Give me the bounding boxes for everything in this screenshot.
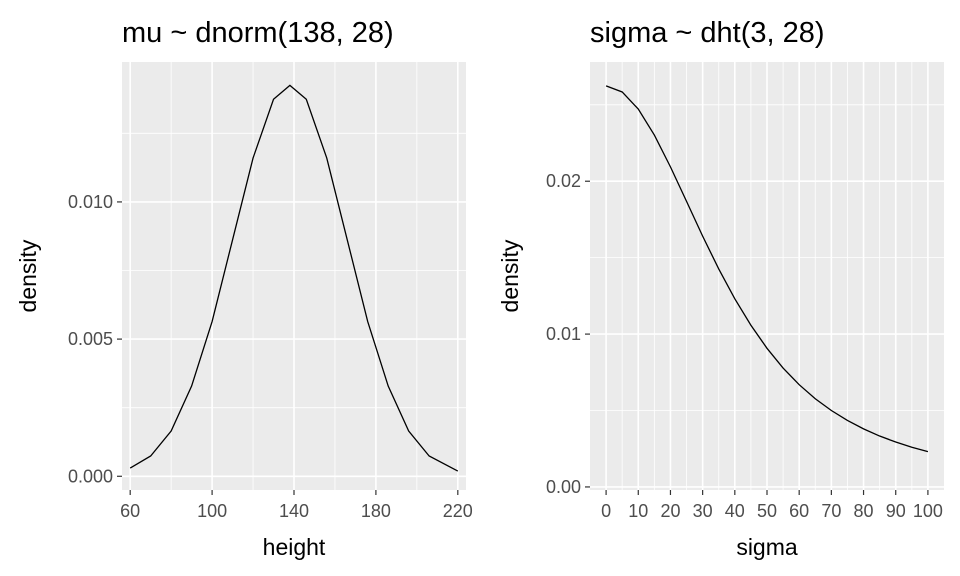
chart-sigma-prior: 0 10 20 30 40 50 60 70 80 90 100 0.00 0.01 0.02 sigma …: [497, 17, 944, 560]
x-tick-label: 40: [725, 501, 745, 521]
x-tick-label: 100: [913, 501, 943, 521]
y-tick-label: 0.010: [68, 192, 113, 212]
x-tick-label: 80: [854, 501, 874, 521]
x-tick-label: 10: [628, 501, 648, 521]
x-tick-label: 90: [886, 501, 906, 521]
density-curve: [129, 84, 459, 472]
chart-title: mu ~ dnorm(138, 28): [122, 17, 394, 49]
x-axis-title: sigma: [736, 534, 798, 560]
y-tick-label: 0.000: [68, 466, 113, 486]
x-axis-title: height: [263, 534, 326, 560]
y-tick-label: 0.005: [68, 329, 113, 349]
chart-title: sigma ~ dht(3, 28): [590, 17, 825, 49]
x-tick-label: 70: [821, 501, 841, 521]
x-tick-label: 30: [693, 501, 713, 521]
x-tick-label: 140: [279, 501, 309, 521]
x-tick-label: 180: [361, 501, 391, 521]
x-tick-label: 220: [443, 501, 473, 521]
y-axis-title: density: [497, 239, 523, 312]
y-tick-label: 0.01: [546, 324, 581, 344]
chart-mu-prior: 60 100 140 180 220 0.000 0.005 0.010 mu ~ dnorm(…: [15, 17, 473, 560]
x-tick-label: 0: [601, 501, 611, 521]
y-axis-title: density: [15, 239, 41, 312]
x-tick-label: 100: [197, 501, 227, 521]
x-tick-label: 20: [660, 501, 680, 521]
y-tick-label: 0.00: [546, 477, 581, 497]
x-tick-label: 60: [789, 501, 809, 521]
y-tick-label: 0.02: [546, 171, 581, 191]
density-curve: [605, 85, 929, 453]
x-tick-label: 50: [757, 501, 777, 521]
x-tick-label: 60: [120, 501, 140, 521]
